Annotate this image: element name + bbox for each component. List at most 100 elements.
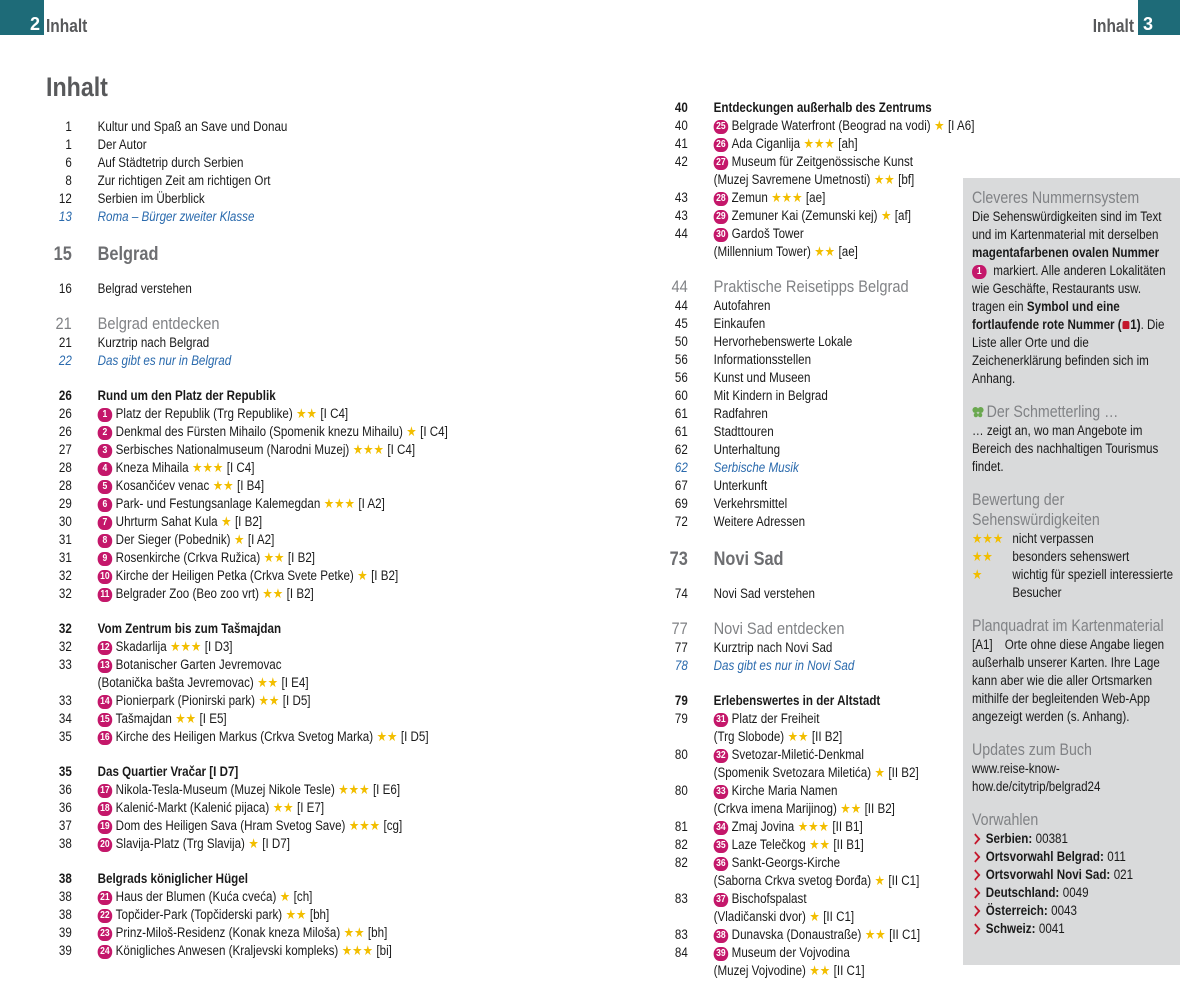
entry-title: Rund um den Platz der Republik [97,388,276,403]
toc-row: 13 Roma – Bürger zweiter Klasse [40,208,448,226]
entry-line: 31 Platz der Freiheit [713,710,843,728]
sight-name: Kirche des Heiligen Markus (Crkva Svetog… [115,729,374,744]
sight-name: Pionierpark (Pionirski park) [115,693,256,708]
page-number: 43 [674,208,688,223]
page-number: 8 [65,173,72,188]
sight-name: Platz der Republik (Trg Republike) [115,406,293,421]
entry-title: Der Autor [97,137,147,152]
toc-row: 38 Belgrads königlicher Hügel [40,870,448,888]
toc-entry: Das gibt es nur in Belgrad [98,352,232,370]
star-rating: ★★ [787,729,809,744]
page-number: 1 [65,137,72,152]
toc-row: 42 27 Museum für Zeitgenössische Kunst (Muz… [656,153,974,189]
page-number: 56 [674,370,688,385]
page-number: 32 [58,586,72,601]
toc-row: 38 20 Slavija-Platz (Trg Slavija) ★ [I D7] [40,835,448,853]
page-number: 32 [58,621,72,636]
grid-ref: [I C4] [320,406,349,421]
sight-name: Der Sieger (Pobednik) [115,532,231,547]
star-rating: ★ [880,208,892,223]
star-rating: ★★★ [771,190,803,205]
toc-row: 35 16 Kirche des Heiligen Markus (Crkva Sv… [40,728,448,746]
star-rating: ★★ [263,550,285,565]
rating-row: ★★★ nicht verpassen [972,530,1177,548]
sight-name: Bischofspalast [731,891,807,906]
grid-ref: [I B2] [286,586,314,601]
entry-title: Belgrads königlicher Hügel [97,871,248,886]
entry-title: Einkaufen [713,316,766,331]
toc-row: 45 Einkaufen [656,315,974,333]
toc-entry: Mit Kindern in Belgrad [714,387,828,405]
star-rating: ★ [972,567,983,582]
page-number: 73 [669,549,688,570]
sight-number: 21 [97,891,113,905]
toc-entry: Vom Zentrum bis zum Tašmajdan [98,620,281,638]
sight-name: Tašmajdan [115,711,172,726]
page-number: 26 [58,388,72,403]
toc-entry: Informationsstellen [714,351,811,369]
entry-line: 17 Nikola-Tesla-Museum (Muzej Nikole Tesl… [97,781,400,799]
running-header: Inhalt [1092,16,1134,36]
star-rating: ★★★ [338,782,370,797]
entry-line: 5 Kosančićev venac ★★ [I B4] [97,477,264,495]
entry-line: 39 Museum der Vojvodina [713,944,865,962]
entry-title: Serbien im Überblick [97,191,205,206]
toc-entry: 8 Der Sieger (Pobednik) ★ [I A2] [97,531,275,549]
text: . Die Liste aller Orte und die Zeichener… [972,317,1165,386]
toc-row: 33 13 Botanischer Garten Jevremovac (Botani… [40,656,448,692]
entry-line: 36 Sankt-Georgs-Kirche [713,854,920,872]
sight-name: Zemun [731,190,768,205]
toc-entry: 28 Zemun ★★★ [ae] [713,189,825,207]
toc-title: Inhalt [46,72,108,102]
toc-row: 60 Mit Kindern in Belgrad [656,387,974,405]
sight-number: 25 [713,120,729,134]
star-rating: ★★ [212,478,234,493]
sight-name: (Muzej Savremene Umetnosti) [713,172,871,187]
sight-name: Prinz-Miloš-Residenz (Konak kneza Miloša… [115,925,341,940]
sight-name: Museum der Vojvodina [731,945,850,960]
star-rating: ★★★ [803,136,835,151]
text: Orte ohne diese Angabe liegen außerhalb … [972,637,1165,724]
toc-entry: Serbische Musik [714,459,799,477]
entry-line: 25 Belgrade Waterfront (Beograd na vodi) ★… [713,117,974,135]
code-value: 011 [1107,849,1126,864]
entry-line: 12 Skadarlija ★★★ [I D3] [97,638,233,656]
entry-line: 30 Gardoš Tower [713,225,858,243]
sight-name: Kneza Mihaila [115,460,189,475]
toc-row: 16 Belgrad verstehen [40,280,448,298]
entry-line: 10 Kirche der Heiligen Petka (Crkva Svete… [97,567,399,585]
toc-row: 36 17 Nikola-Tesla-Museum (Muzej Nikole Te… [40,781,448,799]
toc-row: 84 39 Museum der Vojvodina (Muzej Vojvodine… [656,944,974,980]
toc-row: 61 Radfahren [656,405,974,423]
page-number: 22 [58,353,72,368]
sight-name: Kirche der Heiligen Petka (Crkva Svete P… [115,568,354,583]
toc-row: 77 Kurztrip nach Novi Sad [656,639,974,657]
star-rating: ★ [221,514,232,529]
grid-ref: [I E5] [199,711,227,726]
grid-ref: [I A2] [247,532,275,547]
toc-row: 34 15 Tašmajdan ★★ [I E5] [40,710,448,728]
sight-name: Königliches Anwesen (Kraljevski kompleks… [115,943,339,958]
toc-row: 38 22 Topčider-Park (Topčiderski park) ★★ [b… [40,906,448,924]
sight-name: Park- und Festungsanlage Kalemegdan [115,496,321,511]
grid-ref: [bi] [376,943,392,958]
star-rating: ★ [934,118,945,133]
sight-name: (Saborna Crkva svetog Đorđa) [713,873,872,888]
page-number: 38 [58,871,72,886]
sidebar-heading: Bewertung der Sehenswürdigkeiten [972,491,1100,529]
entry-line: 34 Zmaj Jovina ★★★ [II B1] [713,818,863,836]
sight-number: 12 [97,641,113,655]
page-tab: 2 [0,0,44,35]
toc-entry: 15 Tašmajdan ★★ [I E5] [97,710,227,728]
entry-title: Novi Sad [713,549,784,570]
grid-ref: [bh] [309,907,330,922]
toc-entry: Stadttouren [714,423,774,441]
sight-number: 1 [972,265,987,279]
toc-row: 74 Novi Sad verstehen [656,585,974,603]
toc-row: 62 Unterhaltung [656,441,974,459]
toc-row: 81 34 Zmaj Jovina ★★★ [II B1] [656,818,974,836]
toc-entry: Rund um den Platz der Republik [98,387,276,405]
grid-ref: [I C4] [226,460,255,475]
entry-line: (Muzej Savremene Umetnosti) ★★ [bf] [714,171,915,189]
